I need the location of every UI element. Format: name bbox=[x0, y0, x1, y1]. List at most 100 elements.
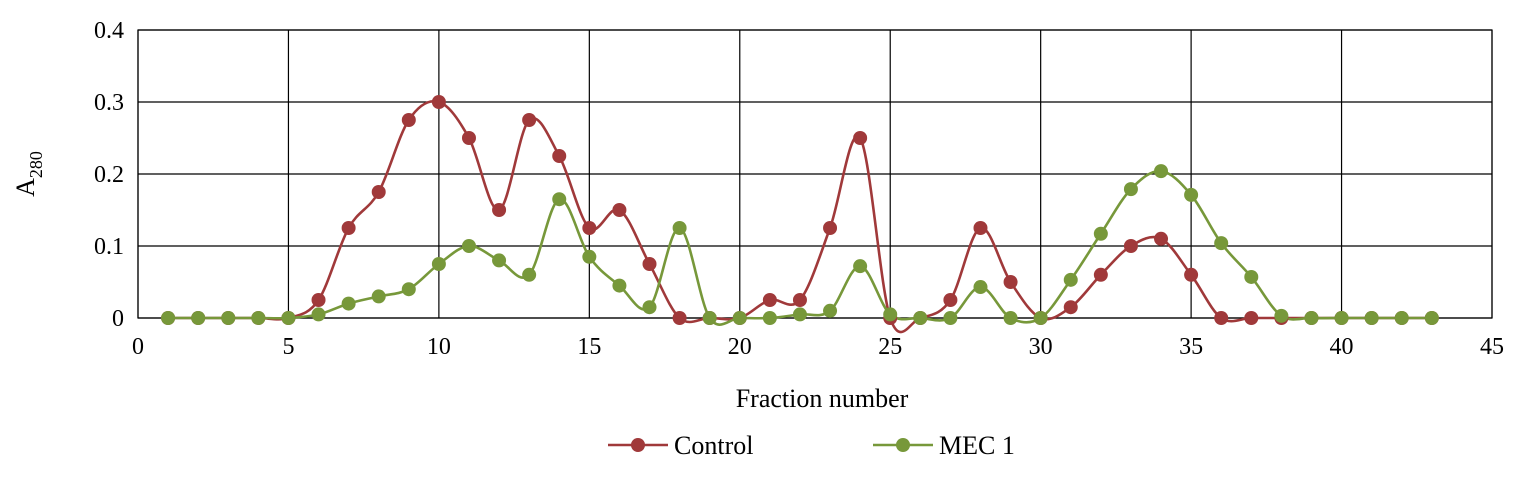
x-tick-label: 25 bbox=[878, 334, 902, 360]
x-tick-label: 15 bbox=[577, 334, 601, 360]
x-tick-label: 0 bbox=[132, 334, 144, 360]
mec-1-data-point bbox=[1304, 311, 1319, 325]
mec-1-data-point bbox=[161, 311, 176, 325]
mec-1-data-point bbox=[401, 282, 416, 297]
mec-1-data-point bbox=[461, 239, 476, 253]
control-data-point bbox=[853, 131, 868, 145]
control-data-point bbox=[371, 185, 386, 199]
mec-1-data-point bbox=[642, 300, 657, 315]
legend-marker-swatch bbox=[631, 438, 645, 452]
mec-1-data-point bbox=[582, 249, 597, 264]
legend-label: Control bbox=[674, 431, 753, 460]
mec-1-data-point bbox=[732, 311, 747, 325]
y-tick-label: 0.2 bbox=[94, 162, 124, 188]
legend-item-control: Control bbox=[608, 431, 753, 460]
control-data-point bbox=[492, 203, 507, 217]
mec-1-data-point bbox=[281, 311, 296, 325]
mec-1-data-point bbox=[221, 311, 236, 325]
mec-1-data-point bbox=[1184, 187, 1199, 202]
control-data-point bbox=[1003, 275, 1018, 289]
mec-1-data-point bbox=[762, 311, 777, 325]
plot-area-frame bbox=[137, 29, 1493, 319]
x-axis-title: Fraction number bbox=[736, 384, 909, 413]
y-axis-title-main: A bbox=[11, 178, 40, 197]
control-data-point bbox=[943, 293, 958, 307]
mec-1-data-point bbox=[1394, 311, 1409, 325]
mec-1-data-point bbox=[1334, 311, 1349, 325]
x-tick-label: 40 bbox=[1330, 334, 1354, 360]
mec-1-data-point bbox=[1093, 226, 1108, 241]
control-data-point bbox=[522, 113, 537, 127]
mec-1-data-point bbox=[1424, 311, 1439, 325]
x-tick-label: 45 bbox=[1480, 334, 1504, 360]
mec-1-data-point bbox=[311, 307, 326, 322]
y-axis-tick-labels: 0 0.1 0.2 0.3 0.4 bbox=[94, 18, 124, 332]
mec-1-data-point bbox=[702, 311, 717, 325]
mec-1-data-point bbox=[341, 296, 356, 311]
control-data-point bbox=[762, 293, 777, 307]
control-data-point bbox=[823, 221, 838, 235]
control-data-point bbox=[1214, 311, 1229, 325]
control-data-point bbox=[1244, 311, 1259, 325]
control-data-point bbox=[642, 257, 657, 271]
y-tick-label: 0.3 bbox=[94, 90, 124, 116]
x-tick-label: 35 bbox=[1179, 334, 1203, 360]
mec-1-data-point bbox=[943, 311, 958, 325]
mec-1-data-point bbox=[853, 259, 868, 274]
legend: Control MEC 1 bbox=[608, 431, 1015, 460]
control-data-point bbox=[552, 149, 567, 163]
control-data-point bbox=[1123, 239, 1138, 253]
mec-1-data-point bbox=[1033, 311, 1048, 325]
control-data-point bbox=[792, 293, 807, 307]
x-tick-label: 20 bbox=[728, 334, 752, 360]
x-tick-label: 30 bbox=[1029, 334, 1053, 360]
control-data-point bbox=[431, 95, 446, 109]
mec-1-data-point bbox=[552, 192, 567, 207]
mec-1-data-point bbox=[1244, 269, 1259, 284]
legend-item-mec-1: MEC 1 bbox=[873, 431, 1015, 460]
mec-1-data-point bbox=[823, 303, 838, 318]
control-series-line bbox=[168, 99, 1432, 334]
mec-1-data-point bbox=[431, 257, 446, 271]
control-data-point bbox=[461, 131, 476, 145]
y-axis-title-subscript: 280 bbox=[26, 151, 46, 178]
mec-1-data-point bbox=[251, 311, 266, 325]
control-data-point bbox=[401, 113, 416, 127]
x-axis-tick-labels: 0 5 10 15 20 25 30 35 40 45 bbox=[132, 334, 1504, 360]
control-data-point bbox=[1093, 267, 1108, 282]
mec-1-data-point bbox=[522, 267, 537, 282]
legend-label: MEC 1 bbox=[939, 431, 1015, 460]
control-data-point bbox=[311, 293, 326, 307]
mec-1-data-point bbox=[1364, 311, 1379, 325]
control-data-point bbox=[341, 221, 356, 235]
control-data-point bbox=[973, 221, 988, 235]
control-data-point bbox=[1184, 267, 1199, 282]
mec-1-data-point bbox=[792, 307, 807, 322]
control-data-point bbox=[582, 221, 597, 235]
y-tick-label: 0.4 bbox=[94, 18, 124, 44]
series-points bbox=[161, 95, 1439, 325]
mec-1-data-point bbox=[913, 311, 928, 325]
legend-marker-swatch bbox=[896, 438, 910, 452]
mec-1-data-point bbox=[492, 253, 507, 268]
mec-1-data-point bbox=[1063, 272, 1078, 287]
control-data-point bbox=[612, 203, 627, 217]
mec-1-data-point bbox=[1003, 311, 1018, 325]
gridlines bbox=[137, 29, 1493, 319]
y-axis-title: A280 bbox=[11, 151, 46, 197]
y-tick-label: 0 bbox=[112, 306, 124, 332]
mec-1-data-point bbox=[1123, 182, 1138, 197]
mec-1-data-point bbox=[1274, 308, 1289, 323]
control-data-point bbox=[1154, 231, 1169, 246]
mec-1-data-point bbox=[672, 221, 687, 235]
mec-1-data-point bbox=[973, 280, 988, 295]
mec-1-data-point bbox=[883, 307, 898, 322]
control-data-point bbox=[672, 311, 687, 325]
control-data-point bbox=[1063, 300, 1078, 315]
mec-1-data-point bbox=[1214, 236, 1229, 251]
mec-1-data-point bbox=[371, 289, 386, 304]
mec-1-data-point bbox=[612, 278, 627, 293]
x-tick-label: 10 bbox=[427, 334, 451, 360]
y-tick-label: 0.1 bbox=[94, 234, 124, 260]
